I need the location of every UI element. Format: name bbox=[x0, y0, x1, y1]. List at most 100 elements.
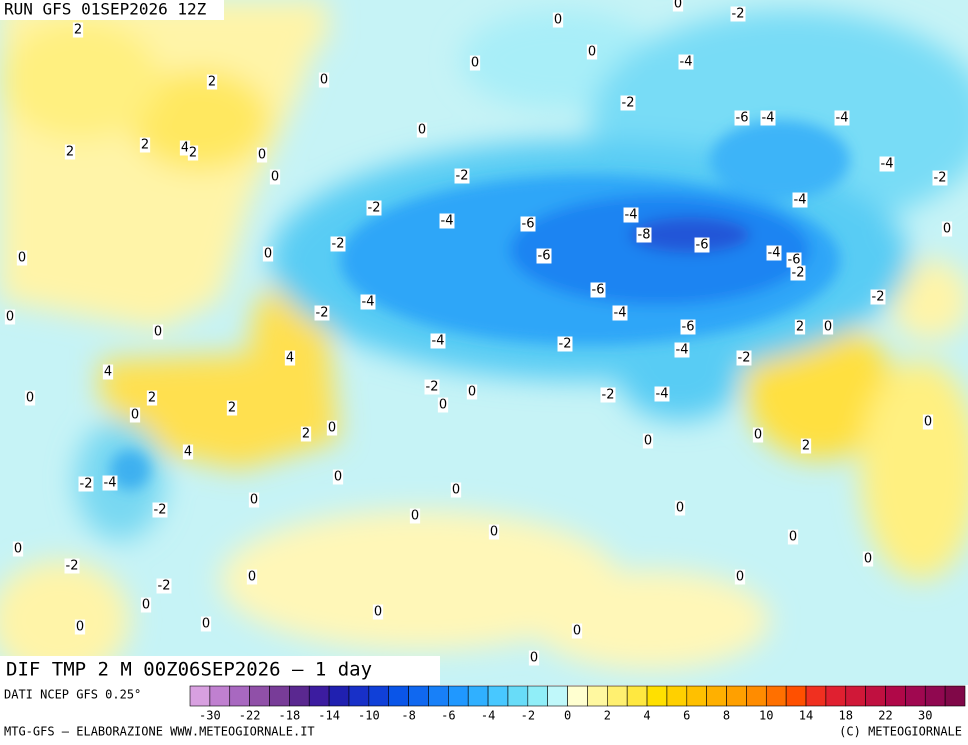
colorbar-swatch bbox=[885, 685, 906, 707]
contour-label: 0 bbox=[142, 598, 150, 613]
contour-label: -2 bbox=[154, 503, 167, 518]
contour-label: 0 bbox=[530, 651, 538, 666]
contour-label: 0 bbox=[411, 509, 419, 524]
contour-label: 0 bbox=[573, 624, 581, 639]
contour-label-bg bbox=[246, 569, 258, 585]
colorbar-swatch bbox=[746, 685, 767, 707]
colorbar-swatch bbox=[726, 685, 747, 707]
colorbar-swatch bbox=[825, 685, 847, 707]
contour-label-bg bbox=[156, 578, 172, 594]
contour-label-bg bbox=[146, 390, 158, 406]
colorbar-swatch bbox=[348, 685, 370, 707]
contour-label-bg bbox=[332, 469, 344, 485]
contour-label: 0 bbox=[924, 415, 932, 430]
contour-label: 0 bbox=[439, 398, 447, 413]
contour-label: -6 bbox=[522, 217, 535, 232]
colorbar-tick-label: 8 bbox=[723, 709, 730, 723]
contour-label-bg bbox=[140, 597, 152, 613]
colorbar-swatch bbox=[249, 685, 270, 707]
contour-label: -2 bbox=[80, 477, 93, 492]
contour-label-bg bbox=[792, 192, 808, 208]
contour-label: -4 bbox=[362, 295, 375, 310]
contour-label: -4 bbox=[762, 111, 775, 126]
contour-label: 4 bbox=[181, 141, 189, 156]
contour-label-bg bbox=[674, 342, 690, 358]
contour-label-bg bbox=[654, 386, 670, 402]
contour-label: 0 bbox=[250, 493, 258, 508]
colorbar-tick-label: -6 bbox=[441, 709, 455, 723]
contour-label: -4 bbox=[768, 246, 781, 261]
contour-label: 0 bbox=[264, 247, 272, 262]
contour-label-bg bbox=[922, 414, 934, 430]
contour-label-bg bbox=[424, 379, 440, 395]
contour-label-bg bbox=[318, 72, 330, 88]
contour-label: 0 bbox=[334, 470, 342, 485]
contour-label-bg bbox=[571, 623, 583, 639]
colorbar-tick-label: 10 bbox=[759, 709, 773, 723]
contour-label: -4 bbox=[625, 208, 638, 223]
contour-label-bg bbox=[520, 216, 536, 232]
contour-label-bg bbox=[360, 294, 376, 310]
contour-label-bg bbox=[72, 22, 84, 38]
contour-label: 0 bbox=[736, 570, 744, 585]
contour-label-bg bbox=[24, 390, 36, 406]
contour-label: 2 bbox=[228, 401, 236, 416]
contour-label: 0 bbox=[76, 620, 84, 635]
contour-label-bg bbox=[152, 502, 168, 518]
colorbar-swatch bbox=[408, 685, 429, 707]
colorbar-swatch bbox=[865, 685, 886, 707]
contour-label-bg bbox=[680, 319, 696, 335]
contour-label: -2 bbox=[792, 266, 805, 281]
contour-label-bg bbox=[590, 282, 606, 298]
contour-label: -2 bbox=[66, 559, 79, 574]
colorbar-tick-label: 30 bbox=[918, 709, 932, 723]
contour-label: -2 bbox=[316, 306, 329, 321]
contour-label: -6 bbox=[736, 111, 749, 126]
contour-label: -2 bbox=[426, 380, 439, 395]
contour-label-bg bbox=[469, 55, 481, 71]
contour-label: 4 bbox=[104, 365, 112, 380]
colorbar-swatch bbox=[626, 685, 648, 707]
product-box bbox=[0, 656, 440, 685]
contour-label-bg bbox=[800, 438, 812, 454]
contour-label-bg bbox=[78, 476, 94, 492]
run-title: RUN GFS 01SEP2026 12Z bbox=[4, 0, 207, 19]
source-text: DATI NCEP GFS 0.25° bbox=[4, 688, 141, 702]
contour-label-bg bbox=[102, 364, 114, 380]
colorbar-swatch bbox=[229, 685, 250, 707]
contour-label-bg bbox=[787, 529, 799, 545]
contour-label-bg bbox=[179, 140, 191, 156]
colorbar-tick-label: -14 bbox=[318, 709, 340, 723]
colorbar-swatch bbox=[448, 685, 469, 707]
colorbar-tick-label: -30 bbox=[199, 709, 221, 723]
contour-label-bg bbox=[256, 147, 268, 163]
contour-label: 4 bbox=[184, 445, 192, 460]
contour-label-bg bbox=[439, 213, 455, 229]
colorbar-swatch bbox=[527, 685, 548, 707]
colorbar-tick-label: 22 bbox=[878, 709, 892, 723]
contour-label: 0 bbox=[676, 501, 684, 516]
contour-label: -2 bbox=[622, 96, 635, 111]
contour-label-bg bbox=[672, 0, 684, 12]
colorbar-tick-label: -18 bbox=[279, 709, 301, 723]
contour-label-bg bbox=[678, 54, 694, 70]
contour-label-bg bbox=[862, 551, 874, 567]
contour-label-bg bbox=[636, 227, 652, 243]
contour-label: 2 bbox=[796, 320, 804, 335]
contour-label: -4 bbox=[676, 343, 689, 358]
contour-label: -2 bbox=[602, 388, 615, 403]
contour-label: -2 bbox=[738, 351, 751, 366]
contour-label-bg bbox=[734, 110, 750, 126]
colorbar-swatch bbox=[944, 685, 966, 707]
contour-label-bg bbox=[182, 444, 194, 460]
contour-label-bg bbox=[16, 250, 28, 266]
contour-label: -8 bbox=[638, 228, 651, 243]
colorbar-swatch bbox=[646, 685, 668, 707]
contour-label: 0 bbox=[202, 617, 210, 632]
contour-label-bg bbox=[600, 387, 616, 403]
contour-label-bg bbox=[736, 350, 752, 366]
contour-label: 0 bbox=[754, 428, 762, 443]
contour-label: -2 bbox=[732, 7, 745, 22]
contour-label: -6 bbox=[538, 249, 551, 264]
contour-label: -2 bbox=[368, 201, 381, 216]
